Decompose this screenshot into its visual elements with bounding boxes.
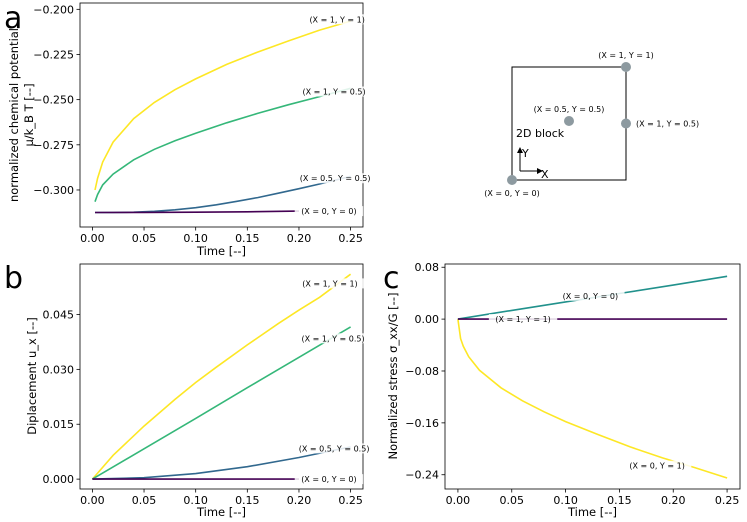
series-line	[91, 326, 352, 480]
y-tick-label: −0.24	[405, 469, 439, 482]
schematic-point	[621, 118, 631, 129]
annotation-bg	[622, 460, 692, 471]
schematic-point	[621, 62, 631, 72]
annotation-bg	[291, 173, 379, 184]
series-line	[94, 87, 351, 202]
panel-letter-b: b	[4, 261, 23, 296]
annotation-bg	[290, 443, 378, 454]
y-tick-label: −0.200	[33, 3, 74, 16]
series-annotation: (X = 1, Y = 0.5)	[302, 334, 365, 343]
x-tick-label: 0.10	[183, 232, 208, 245]
y-tick-label: 0.030	[43, 363, 75, 376]
y-axis-label: Normalized stress σ_xx/G [--]	[386, 293, 400, 460]
y-tick-label: 0.000	[43, 473, 75, 486]
y-tick-label: 0.00	[415, 313, 440, 326]
x-tick-label: 0.25	[715, 494, 740, 507]
y-tick-label: −0.225	[33, 48, 74, 61]
series-annotation: (X = 1, Y = 0.5)	[303, 88, 366, 97]
x-tick-label: 0.10	[183, 494, 208, 507]
annotation-bg	[294, 474, 364, 485]
series-annotation: (X = 1, Y = 1)	[302, 279, 357, 288]
series-line	[92, 446, 351, 480]
x-tick-label: 0.05	[500, 494, 525, 507]
block-schematic: (X = 1, Y = 1) (X = 0.5, Y = 0.5) (X = 1, …	[484, 51, 699, 198]
y-tick-label: −0.08	[405, 365, 439, 378]
series-annotation: (X = 1, Y = 1)	[309, 15, 364, 24]
series-annotation: (X = 0, Y = 1)	[629, 462, 684, 471]
x-tick-label: 0.15	[235, 232, 260, 245]
chart-panel-c: 0.00 0.05 0.10 0.15 0.20 0.25 −0.24 −0.16 −0.08 0…	[386, 261, 741, 519]
series-line	[457, 318, 728, 479]
schematic-x-label: X	[541, 168, 549, 181]
series-annotation: (X = 0.5, Y = 0.5)	[299, 444, 370, 453]
y-tick-label: 0.015	[43, 418, 75, 431]
x-tick-label: 0.25	[338, 494, 363, 507]
annotation-bg	[295, 86, 373, 97]
x-axis-label: Time [--]	[567, 505, 617, 519]
series-annotation: (X = 0.5, Y = 0.5)	[300, 174, 371, 183]
y-axis-label: Diplacement u_x [--]	[25, 317, 39, 435]
x-arrowhead-icon	[537, 168, 543, 174]
y-tick-label: −0.300	[33, 184, 74, 197]
chart-panel-a: 0.00 0.05 0.10 0.15 0.20 0.25 −0.300 −0.275 −0.2…	[7, 2, 379, 258]
series-line	[91, 273, 352, 480]
annotation-bg	[294, 333, 372, 344]
series-line	[94, 20, 351, 191]
x-tick-label: 0.05	[132, 494, 157, 507]
series-annotation: (X = 1, Y = 1)	[495, 315, 550, 324]
series-annotation: (X = 0, Y = 0)	[563, 292, 618, 301]
panel-letter-a: a	[4, 1, 22, 36]
x-tick-label: 0.00	[446, 494, 471, 507]
y-tick-label: −0.16	[405, 417, 439, 430]
x-tick-label: 0.05	[132, 232, 157, 245]
schematic-point-label: (X = 1, Y = 0.5)	[636, 120, 699, 129]
y-axis-label-line2: μ/k_B T [--]	[22, 83, 36, 146]
y-axis-label-line1: normalized chemical potential	[7, 28, 21, 202]
x-tick-label: 0.00	[80, 232, 105, 245]
y-tick-label: −0.275	[33, 139, 74, 152]
x-tick-label: 0.10	[553, 494, 578, 507]
schematic-point-label: (X = 0, Y = 0)	[484, 189, 539, 198]
y-tick-label: −0.250	[33, 94, 74, 107]
schematic-point-label: (X = 0.5, Y = 0.5)	[534, 105, 605, 114]
x-tick-label: 0.20	[287, 494, 312, 507]
x-axis-label: Time [--]	[196, 505, 246, 519]
panel-letter-c: c	[383, 261, 400, 296]
annotation-bg	[302, 14, 372, 25]
schematic-point-label: (X = 1, Y = 1)	[598, 51, 653, 60]
schematic-block-label: 2D block	[516, 127, 565, 140]
annotation-bg	[294, 206, 364, 217]
y-tick-label: 0.08	[415, 261, 440, 274]
chart-panel-b: 0.00 0.05 0.10 0.15 0.20 0.25 0.000 0.015 0.030 0…	[25, 263, 378, 519]
y-arrowhead-icon	[517, 147, 523, 153]
y-tick-label: 0.045	[43, 308, 75, 321]
annotation-bg	[488, 314, 558, 325]
x-tick-label: 0.00	[80, 494, 105, 507]
x-axis-label: Time [--]	[196, 244, 246, 258]
series-annotation: (X = 0, Y = 0)	[301, 475, 356, 484]
plot-frame	[444, 263, 741, 490]
x-tick-label: 0.15	[235, 494, 260, 507]
schematic-y-label: Y	[521, 147, 529, 160]
schematic-point	[564, 116, 574, 126]
series-line	[94, 210, 300, 214]
x-tick-label: 0.15	[607, 494, 632, 507]
series-annotation: (X = 0, Y = 0)	[301, 207, 356, 216]
plot-frame	[79, 2, 364, 228]
x-tick-label: 0.20	[287, 232, 312, 245]
schematic-point	[507, 175, 517, 185]
x-tick-label: 0.20	[661, 494, 686, 507]
annotation-bg	[556, 290, 625, 301]
plot-frame	[79, 263, 364, 490]
annotation-bg	[295, 278, 365, 289]
x-tick-label: 0.25	[338, 232, 363, 245]
